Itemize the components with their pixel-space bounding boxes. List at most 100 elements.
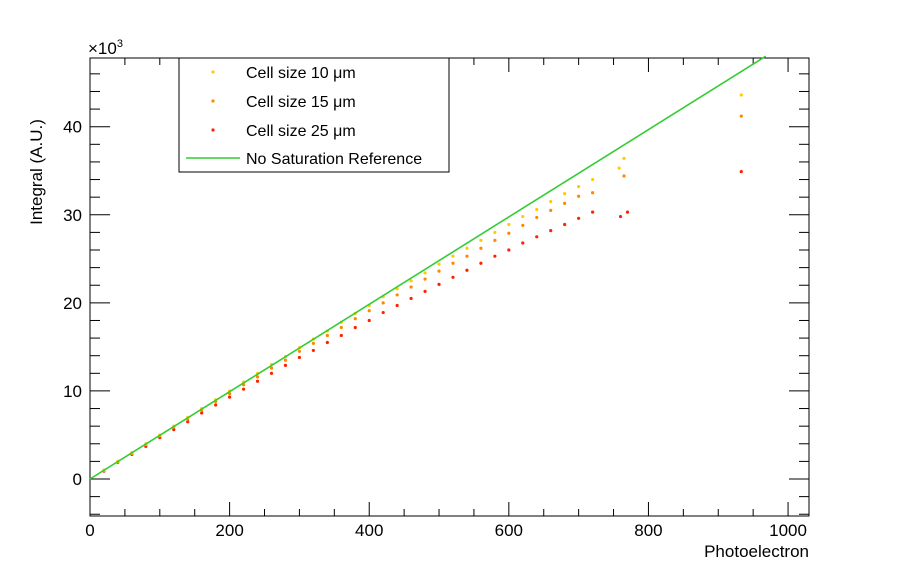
data-point — [353, 317, 357, 321]
data-point — [521, 214, 525, 219]
data-point — [739, 93, 743, 97]
data-point — [591, 210, 595, 214]
x-axis: 0 200 400 600 800 1000 — [85, 58, 807, 540]
legend-label-cell-15um: Cell size 15 μm — [246, 94, 356, 111]
data-point — [200, 411, 204, 415]
data-point — [535, 215, 539, 220]
data-point — [535, 235, 539, 239]
data-point — [423, 271, 427, 275]
y-tick-label: 40 — [63, 118, 82, 137]
y-tick-label: 10 — [63, 382, 82, 401]
data-point — [297, 355, 302, 360]
legend-marker-cell-15um — [211, 99, 215, 103]
data-point — [577, 184, 581, 189]
data-point — [739, 170, 743, 174]
legend-box — [178, 57, 450, 173]
data-point — [625, 210, 630, 214]
data-point — [577, 194, 581, 198]
data-point — [521, 223, 525, 227]
x-tick-label: 400 — [355, 521, 383, 540]
data-point — [172, 428, 176, 432]
data-point — [617, 166, 621, 170]
legend-marker-cell-10um — [211, 70, 215, 74]
data-point — [395, 303, 399, 308]
data-point — [521, 241, 525, 245]
y-multiplier: ×103 — [88, 38, 123, 58]
data-point — [214, 403, 218, 407]
data-point — [311, 341, 315, 345]
data-point — [591, 177, 595, 182]
data-point — [367, 318, 371, 323]
data-point — [479, 246, 483, 250]
data-point — [395, 293, 399, 297]
legend-label-reference: No Saturation Reference — [246, 151, 422, 168]
data-point — [465, 254, 469, 258]
data-point — [339, 325, 343, 330]
data-point — [325, 340, 329, 345]
legend-label-cell-10um: Cell size 10 μm — [246, 65, 356, 82]
data-point — [622, 174, 626, 178]
data-point — [563, 192, 567, 196]
data-point — [255, 379, 260, 383]
x-tick-label: 600 — [495, 521, 523, 540]
data-point — [409, 296, 413, 301]
data-point — [479, 238, 483, 242]
data-point — [437, 262, 441, 266]
data-point — [241, 387, 246, 391]
data-point — [409, 279, 413, 283]
data-point — [739, 114, 743, 118]
series-1 — [102, 114, 743, 472]
data-point — [493, 238, 497, 242]
data-point — [507, 222, 511, 227]
data-point — [437, 269, 441, 273]
data-point — [549, 229, 553, 233]
data-point — [353, 325, 357, 330]
y-tick-label: 0 — [73, 470, 82, 489]
x-tick-label: 800 — [634, 521, 662, 540]
y-tick-label: 30 — [63, 206, 82, 225]
data-point — [493, 254, 497, 258]
data-point — [437, 282, 441, 286]
data-point — [563, 201, 567, 205]
data-point — [618, 214, 623, 219]
data-point — [465, 268, 469, 272]
data-point — [465, 246, 469, 250]
x-tick-label: 1000 — [769, 521, 807, 540]
y-axis-title: Integral (A.U.) — [27, 119, 46, 225]
data-point — [549, 199, 553, 204]
data-point — [507, 231, 511, 235]
legend: Cell size 10 μm Cell size 15 μm Cell siz… — [178, 57, 450, 173]
data-point — [563, 222, 567, 227]
series-layer — [89, 55, 767, 480]
x-tick-label: 0 — [85, 521, 94, 540]
legend-label-cell-25um: Cell size 25 μm — [246, 123, 356, 140]
data-point — [549, 208, 553, 212]
y-tick-label: 20 — [63, 294, 82, 313]
data-point — [311, 348, 315, 353]
data-point — [479, 261, 483, 265]
data-point — [228, 395, 232, 399]
x-tick-label: 200 — [215, 521, 243, 540]
reference-line — [89, 55, 767, 480]
data-point — [591, 191, 595, 195]
data-point — [297, 349, 302, 353]
data-point — [381, 310, 385, 315]
data-point — [269, 366, 274, 370]
data-point — [423, 277, 427, 281]
data-point — [451, 275, 455, 279]
legend-marker-cell-25um — [211, 128, 215, 132]
data-point — [269, 371, 274, 375]
data-point — [535, 207, 539, 212]
data-point — [283, 363, 288, 367]
data-point — [283, 358, 288, 362]
data-point — [325, 333, 329, 338]
y-axis: 0 10 20 30 40 — [63, 73, 809, 515]
data-point — [622, 156, 626, 161]
data-point — [507, 248, 511, 252]
data-point — [577, 216, 581, 220]
data-point — [451, 261, 455, 265]
data-point — [186, 420, 190, 424]
data-point — [339, 333, 343, 338]
data-point — [255, 375, 260, 379]
